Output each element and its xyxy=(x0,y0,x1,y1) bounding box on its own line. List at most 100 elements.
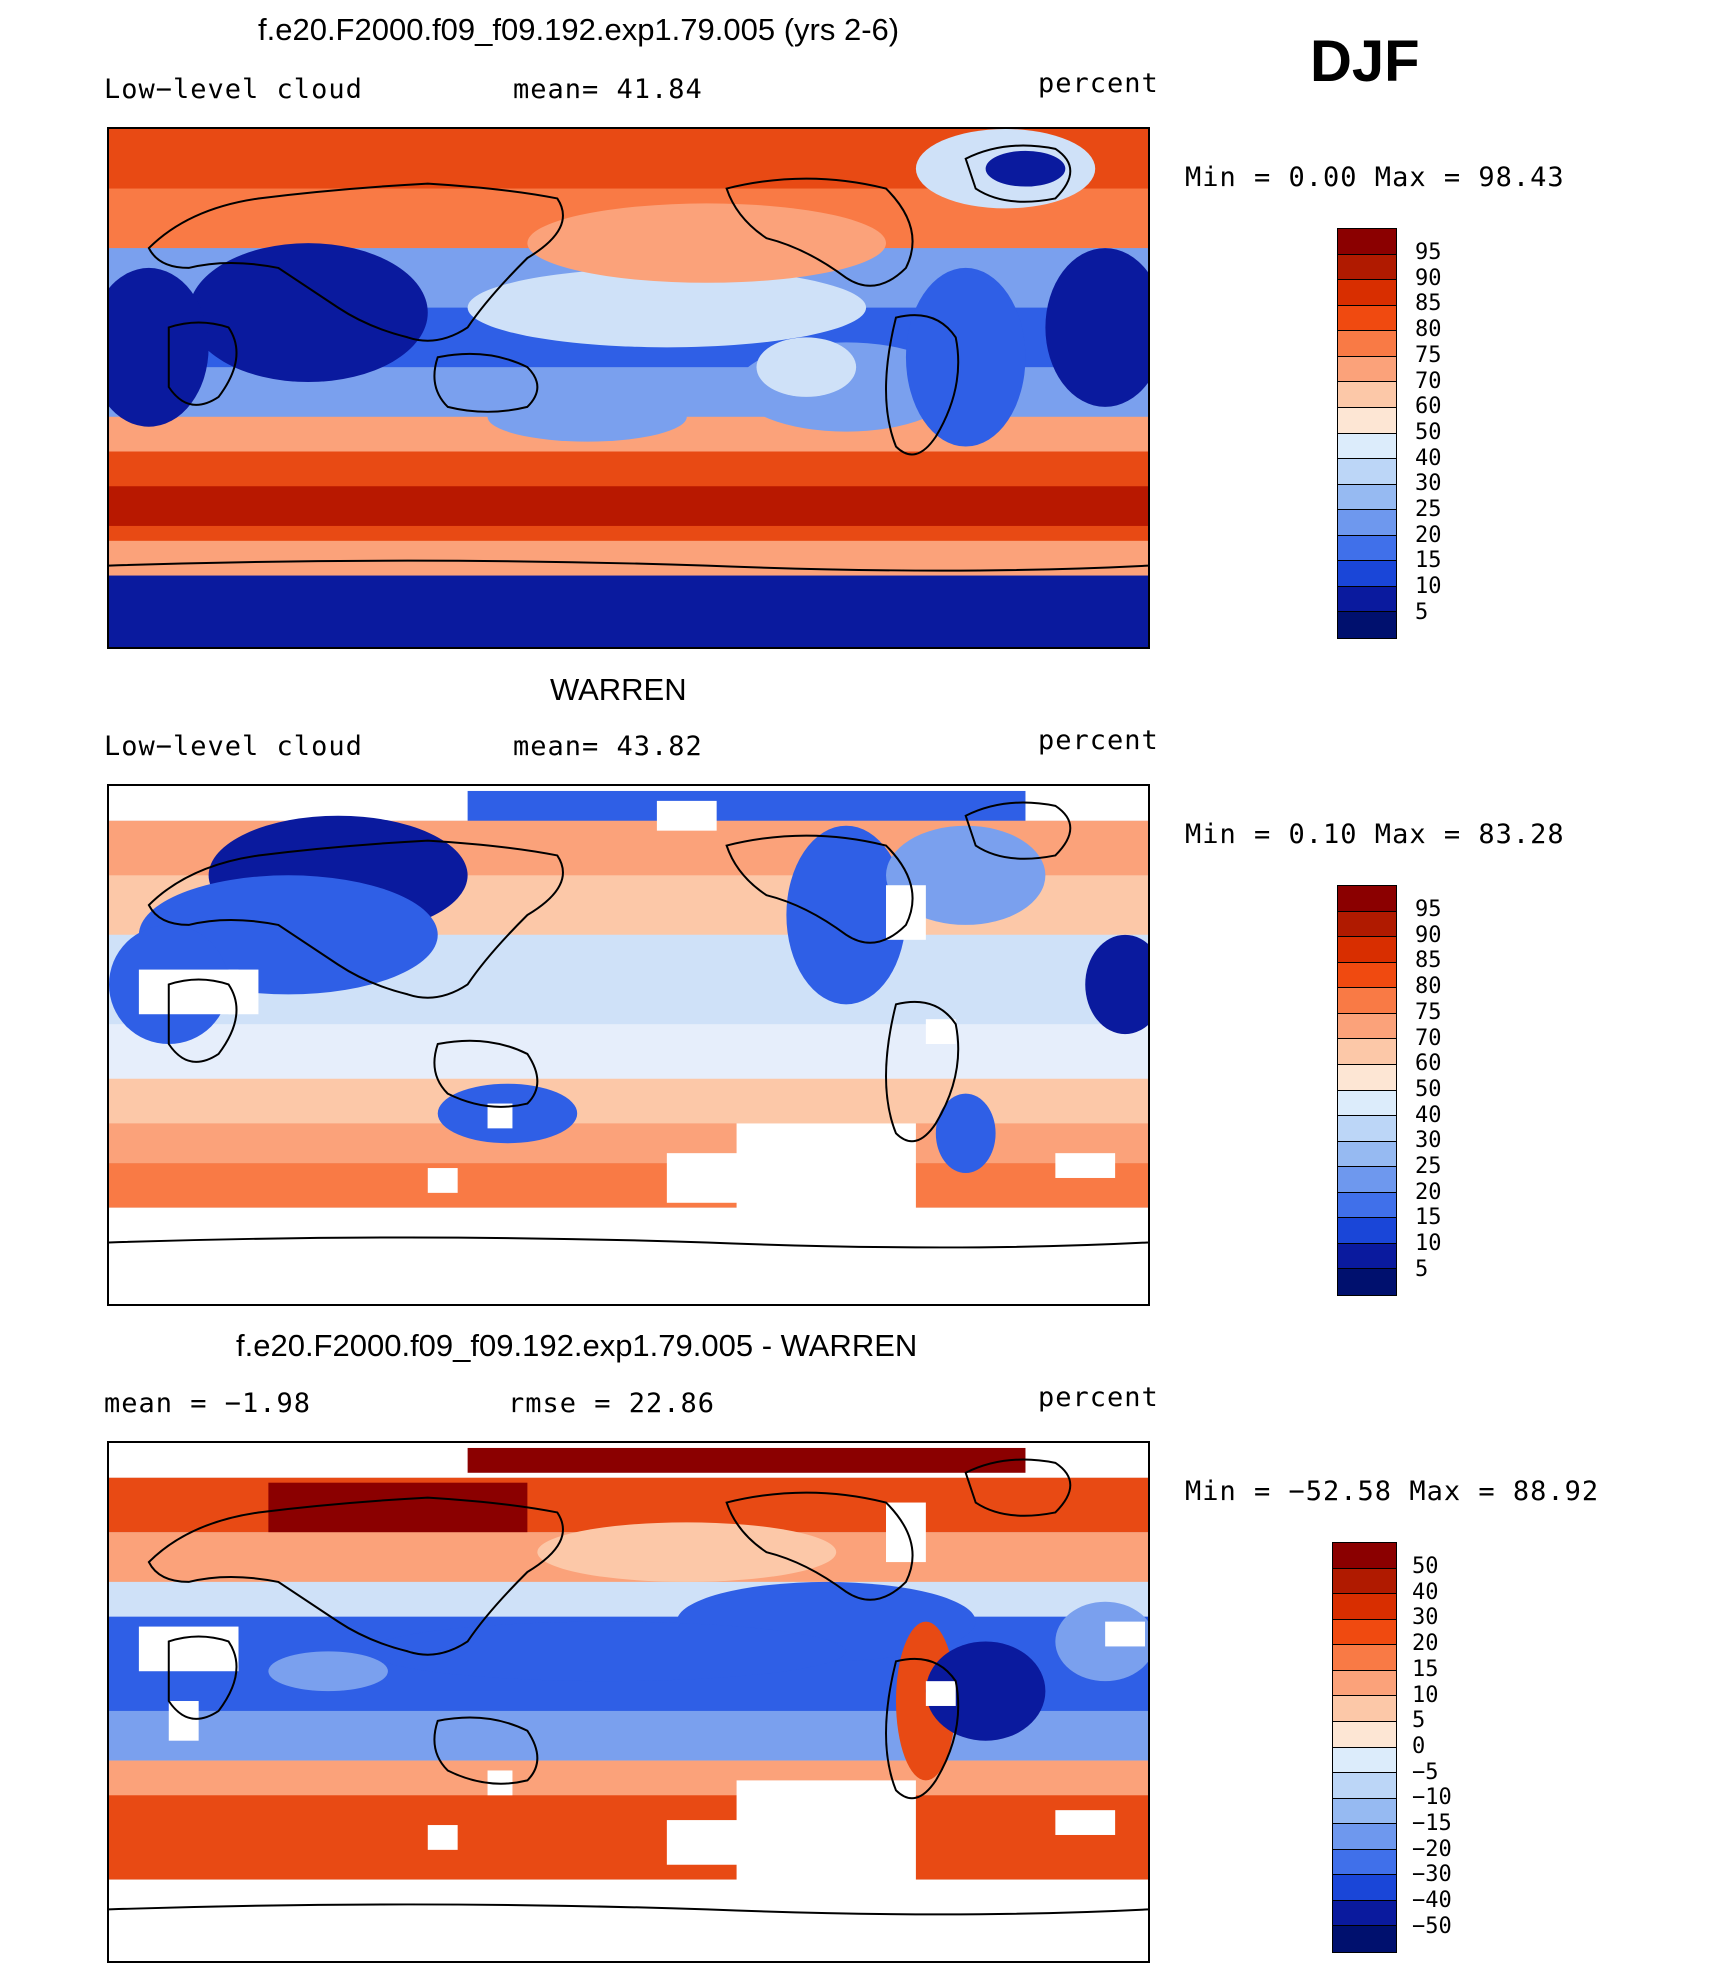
colorbar-swatch xyxy=(1338,1141,1396,1168)
colorbar-swatch xyxy=(1333,1875,1396,1901)
colorbar-tick-label: 85 xyxy=(1415,291,1442,317)
panel-2-map xyxy=(107,784,1150,1306)
colorbar-swatch xyxy=(1338,1269,1396,1295)
colorbar-swatch xyxy=(1333,1747,1396,1774)
panel-2-title: WARREN xyxy=(550,672,687,707)
colorbar-tick-label: 70 xyxy=(1415,368,1442,394)
colorbar-tick-label: 5 xyxy=(1415,599,1429,625)
colorbar-tick-label: 10 xyxy=(1415,1231,1442,1257)
colorbar-swatch xyxy=(1338,484,1396,511)
colorbar-swatch xyxy=(1333,1645,1396,1671)
colorbar-swatch xyxy=(1338,1167,1396,1193)
panel-1-left-label: Low−level cloud xyxy=(104,74,363,105)
panel-2-units: percent xyxy=(1038,725,1159,756)
colorbar-tick-label: 25 xyxy=(1415,497,1442,523)
colorbar-swatch xyxy=(1333,1543,1396,1569)
colorbar-swatch xyxy=(1333,1696,1396,1722)
colorbar-swatch xyxy=(1338,1039,1396,1065)
colorbar-tick-label: 95 xyxy=(1415,240,1442,265)
colorbar-tick-label: 90 xyxy=(1415,265,1442,291)
colorbar-tick-label: 10 xyxy=(1415,574,1442,600)
colorbar-swatch xyxy=(1338,229,1396,255)
colorbar-tick-label: 90 xyxy=(1415,922,1442,948)
colorbar-tick-label: −5 xyxy=(1412,1759,1439,1785)
panel-1-colorbar-labels: 95 90 85 80 75 70 60 50 40 30 25 20 15 10 5 xyxy=(1415,240,1442,626)
panel-3-title: f.e20.F2000.f09_f09.192.exp1.79.005 - WA… xyxy=(236,1328,918,1363)
panel-1-map xyxy=(107,127,1150,649)
colorbar-swatch xyxy=(1338,1243,1396,1270)
panel-3-map-svg xyxy=(109,1443,1148,1961)
colorbar-tick-label: 50 xyxy=(1412,1554,1439,1579)
colorbar-swatch xyxy=(1333,1568,1396,1595)
panel-2-left-label: Low−level cloud xyxy=(104,731,363,762)
colorbar-swatch xyxy=(1333,1721,1396,1748)
colorbar-tick-label: 20 xyxy=(1415,1179,1442,1205)
panel-2-minmax: Min = 0.10 Max = 83.28 xyxy=(1185,819,1565,850)
colorbar-swatch xyxy=(1338,1218,1396,1244)
colorbar-tick-label: 40 xyxy=(1412,1579,1439,1605)
colorbar-tick-label: 40 xyxy=(1415,1102,1442,1128)
colorbar-tick-label: 95 xyxy=(1415,897,1442,922)
colorbar-tick-label: 60 xyxy=(1415,394,1442,420)
colorbar-swatch xyxy=(1338,561,1396,587)
colorbar-swatch xyxy=(1338,962,1396,989)
panel-1-minmax: Min = 0.00 Max = 98.43 xyxy=(1185,162,1565,193)
colorbar-swatch xyxy=(1333,1670,1396,1697)
colorbar-tick-label: 75 xyxy=(1415,342,1442,368)
colorbar-swatch xyxy=(1338,331,1396,357)
colorbar-swatch xyxy=(1338,510,1396,536)
panel-3-units: percent xyxy=(1038,1382,1159,1413)
colorbar-tick-label: 20 xyxy=(1412,1631,1439,1657)
panel-3-colorbar xyxy=(1332,1542,1397,1953)
colorbar-swatch xyxy=(1338,586,1396,613)
panel-3-center-label: rmse = 22.86 xyxy=(508,1388,716,1419)
colorbar-tick-label: 30 xyxy=(1415,1128,1442,1154)
panel-3-map xyxy=(107,1441,1150,1963)
colorbar-tick-label: −30 xyxy=(1412,1862,1452,1888)
colorbar-tick-label: 5 xyxy=(1415,1256,1429,1282)
panel-3-minmax: Min = −52.58 Max = 88.92 xyxy=(1185,1476,1600,1507)
colorbar-swatch xyxy=(1338,886,1396,912)
colorbar-tick-label: 70 xyxy=(1415,1025,1442,1051)
colorbar-swatch xyxy=(1338,305,1396,332)
colorbar-swatch xyxy=(1338,937,1396,963)
colorbar-tick-label: 10 xyxy=(1412,1682,1439,1708)
colorbar-swatch xyxy=(1338,988,1396,1014)
colorbar-tick-label: 0 xyxy=(1412,1733,1426,1759)
colorbar-tick-label: 15 xyxy=(1412,1656,1439,1682)
panel-1-title: f.e20.F2000.f09_f09.192.exp1.79.005 (yrs… xyxy=(258,12,900,47)
colorbar-tick-label: 30 xyxy=(1415,471,1442,497)
panel-2-colorbar-labels: 95 90 85 80 75 70 60 50 40 30 25 20 15 10 5 xyxy=(1415,897,1442,1283)
colorbar-tick-label: 80 xyxy=(1415,974,1442,1000)
colorbar-swatch xyxy=(1338,612,1396,638)
colorbar-swatch xyxy=(1338,911,1396,938)
panel-2-map-svg xyxy=(109,786,1148,1304)
panel-3-left-label: mean = −1.98 xyxy=(104,1388,312,1419)
colorbar-tick-label: 50 xyxy=(1415,1076,1442,1102)
colorbar-swatch xyxy=(1338,535,1396,562)
colorbar-swatch xyxy=(1338,356,1396,383)
colorbar-swatch xyxy=(1338,382,1396,408)
panel-2-center-label: mean= 43.82 xyxy=(513,731,703,762)
colorbar-tick-label: 15 xyxy=(1415,1205,1442,1231)
colorbar-swatch xyxy=(1333,1594,1396,1620)
panel-1-center-label: mean= 41.84 xyxy=(513,74,703,105)
colorbar-tick-label: −15 xyxy=(1412,1811,1452,1837)
panel-1-units: percent xyxy=(1038,68,1159,99)
colorbar-tick-label: 30 xyxy=(1412,1605,1439,1631)
colorbar-tick-label: −20 xyxy=(1412,1836,1452,1862)
colorbar-swatch xyxy=(1338,433,1396,460)
panel-1-colorbar xyxy=(1337,228,1397,639)
colorbar-tick-label: 15 xyxy=(1415,548,1442,574)
colorbar-tick-label: 60 xyxy=(1415,1051,1442,1077)
colorbar-swatch xyxy=(1338,1090,1396,1117)
colorbar-tick-label: −50 xyxy=(1412,1913,1452,1939)
colorbar-tick-label: 40 xyxy=(1415,445,1442,471)
colorbar-swatch xyxy=(1333,1773,1396,1799)
colorbar-swatch xyxy=(1333,1900,1396,1927)
season-label: DJF xyxy=(1310,29,1420,94)
colorbar-tick-label: 5 xyxy=(1412,1708,1426,1734)
colorbar-swatch xyxy=(1338,1064,1396,1091)
panel-3-colorbar-labels: 50 40 30 20 15 10 5 0 −5 −10 −15 −20 −30 −40 −50 xyxy=(1412,1554,1452,1940)
colorbar-swatch xyxy=(1338,280,1396,306)
